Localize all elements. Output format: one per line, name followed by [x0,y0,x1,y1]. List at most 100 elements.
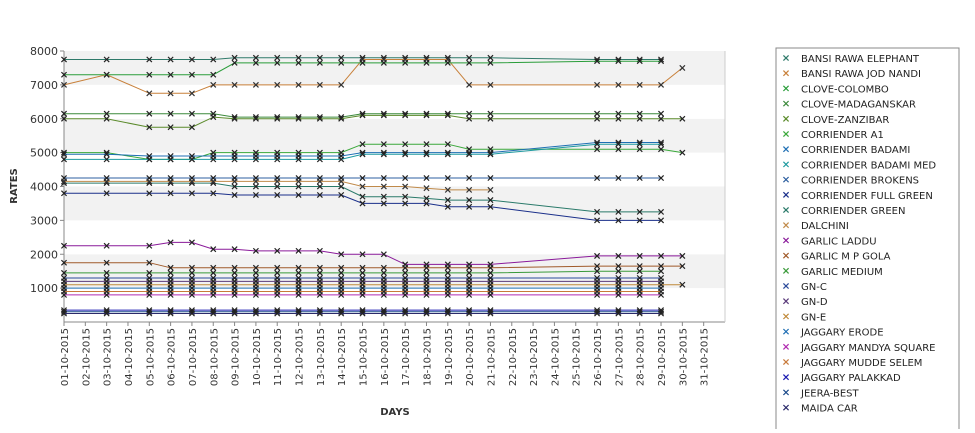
data-point [167,288,174,295]
data-point [231,310,238,317]
legend-marker [782,146,790,153]
data-point [210,114,217,121]
marker-stroke [210,288,217,295]
marker-stroke [658,110,665,117]
data-point [188,156,195,163]
data-point [594,310,601,317]
y-tick-label: 1000 [30,282,58,295]
marker-stroke [295,59,302,66]
data-point [252,247,259,254]
marker-stroke [487,110,494,117]
marker-stroke [252,54,259,61]
marker-stroke [338,81,345,88]
marker-stroke [295,156,302,163]
marker-stroke [782,404,790,411]
marker-stroke [274,288,281,295]
x-tick-label: 06-10-2015 [167,328,178,386]
legend-label: CORRIENDER BROKENS [801,176,919,187]
marker-stroke [402,200,409,207]
marker-stroke [594,252,601,259]
legend-label: BANSI RAWA ELEPHANT [801,54,920,65]
marker-stroke [782,343,790,350]
marker-stroke [380,288,387,295]
marker-stroke [380,310,387,317]
series-10 [60,180,665,215]
marker-stroke [466,264,473,271]
legend-marker [782,313,790,320]
data-point [338,264,345,271]
marker-stroke [359,264,366,271]
data-point [444,269,451,276]
marker-stroke [103,288,110,295]
data-point [295,115,302,122]
marker-stroke [316,191,323,198]
data-point [188,239,195,246]
data-point [252,81,259,88]
marker-stroke [594,208,601,215]
marker-stroke [316,178,323,185]
marker-stroke [444,264,451,271]
series-0 [60,54,665,63]
data-point [444,151,451,158]
data-point [423,269,430,276]
y-axis: 1000 2000 3000 4000 5000 6000 7000 8000 [30,45,64,295]
data-point [658,146,665,153]
data-point [231,156,238,163]
marker-stroke [782,70,790,77]
marker-stroke [103,178,110,185]
data-point [636,110,643,117]
data-point [274,264,281,271]
marker-stroke [231,310,238,317]
data-point [615,58,622,65]
marker-stroke [103,115,110,122]
marker-stroke [658,288,665,295]
data-point [402,193,409,200]
legend-label: JEERA-BEST [800,388,860,399]
data-point [231,183,238,190]
marker-stroke [636,263,643,270]
marker-stroke [636,217,643,224]
marker-stroke [60,259,68,266]
data-point [423,185,430,192]
data-point [188,190,195,197]
data-point [594,252,601,259]
legend-label: CORRIENDER BADAMI MED [801,160,936,171]
marker-stroke [231,191,238,198]
marker-stroke [274,269,281,276]
marker-stroke [274,264,281,271]
data-point [359,264,366,271]
legend-item: JAGGARY ERODE [782,328,884,339]
data-point [231,115,238,122]
marker-stroke [782,176,790,183]
marker-stroke [594,146,601,153]
marker-stroke [103,56,110,63]
legend-label: GARLIC M P GOLA [801,252,891,263]
grid-band [64,220,725,255]
legend-item: GARLIC MEDIUM [782,267,883,278]
legend-item: GARLIC M P GOLA [782,252,891,263]
series-4 [60,112,686,131]
data-point [658,175,665,182]
marker-stroke [782,298,790,305]
legend-label: GN-E [801,312,826,323]
x-tick-label: 14-10-2015 [337,328,348,386]
marker-stroke [146,288,153,295]
data-point [60,242,68,249]
data-point [466,59,473,66]
marker-stroke [60,242,68,249]
data-point [167,124,174,131]
data-point [380,59,387,66]
marker-stroke [658,81,665,88]
data-point [380,200,387,207]
marker-stroke [188,90,195,97]
data-point [60,115,68,122]
series-2 [60,58,665,78]
data-point [423,175,430,182]
data-point [167,190,174,197]
data-point [103,115,110,122]
data-point [316,115,323,122]
marker-stroke [594,175,601,182]
marker-stroke [316,59,323,66]
data-point [210,246,217,253]
